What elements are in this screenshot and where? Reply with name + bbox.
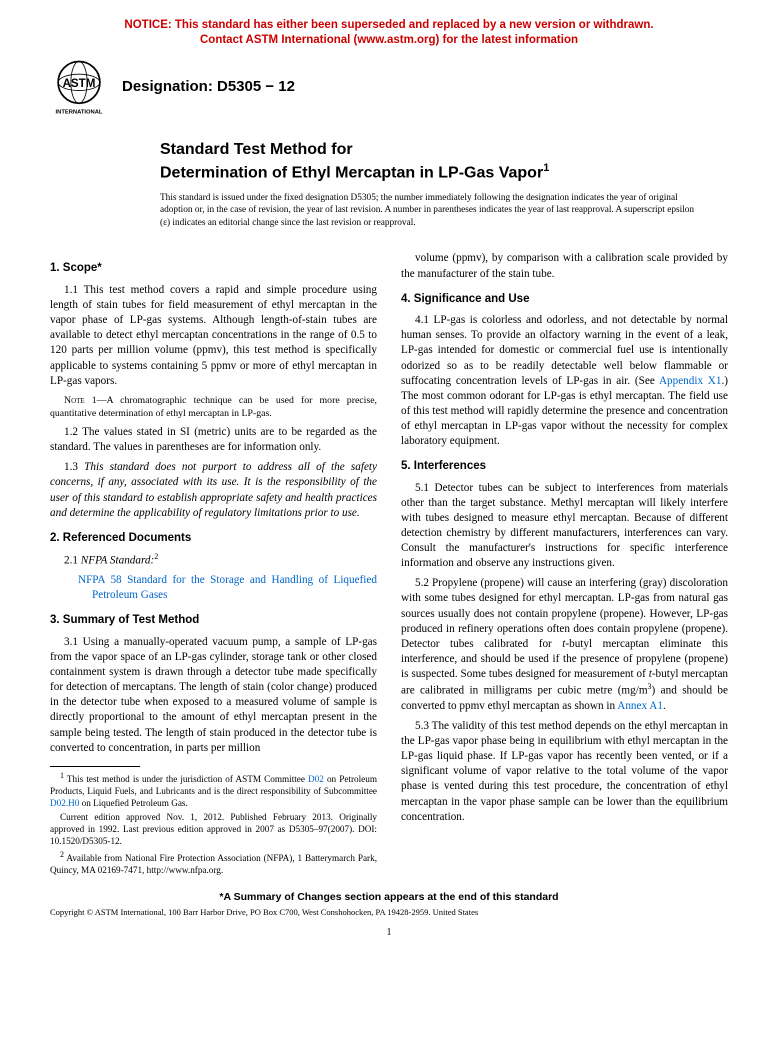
link-annex-a1[interactable]: Annex A1: [617, 700, 663, 712]
summary-changes-note: *A Summary of Changes section appears at…: [50, 891, 728, 903]
note-1: Note 1—A chromatographic technique can b…: [50, 394, 377, 420]
svg-text:INTERNATIONAL: INTERNATIONAL: [56, 110, 103, 116]
designation-label: Designation: D5305 − 12: [122, 78, 295, 95]
footnote-rule: [50, 766, 140, 767]
title-line-2: Determination of Ethyl Mercaptan in LP-G…: [160, 161, 728, 184]
heading-interferences: 5. Interferences: [401, 459, 728, 475]
para-1-3: 1.3 This standard does not purport to ad…: [50, 460, 377, 520]
copyright-line: Copyright © ASTM International, 100 Barr…: [50, 907, 728, 917]
para-5-1: 5.1 Detector tubes can be subject to int…: [401, 481, 728, 572]
nfpa-link[interactable]: NFPA 58 Standard for the Storage and Han…: [78, 573, 377, 603]
header-row: ASTM INTERNATIONAL Designation: D5305 − …: [50, 58, 728, 116]
footnote-1: 1 This test method is under the jurisdic…: [50, 771, 377, 810]
svg-text:ASTM: ASTM: [63, 77, 96, 90]
body-columns: 1. Scope* 1.1 This test method covers a …: [50, 251, 728, 878]
footnote-2: 2 Available from National Fire Protectio…: [50, 850, 377, 877]
para-5-3: 5.3 The validity of this test method dep…: [401, 719, 728, 825]
notice-line-2: Contact ASTM International (www.astm.org…: [200, 34, 578, 46]
para-4-1: 4.1 LP-gas is colorless and odorless, an…: [401, 313, 728, 449]
para-5-2: 5.2 Propylene (propene) will cause an in…: [401, 576, 728, 714]
title-line-1: Standard Test Method for: [160, 140, 728, 161]
heading-refs: 2. Referenced Documents: [50, 531, 377, 547]
page-number: 1: [50, 927, 728, 938]
para-1-2: 1.2 The values stated in SI (metric) uni…: [50, 425, 377, 455]
notice-line-1: NOTICE: This standard has either been su…: [124, 19, 653, 31]
para-2-1: 2.1 NFPA Standard:2: [50, 552, 377, 569]
title-block: Standard Test Method for Determination o…: [160, 140, 728, 184]
para-1-1: 1.1 This test method covers a rapid and …: [50, 283, 377, 389]
document-page: NOTICE: This standard has either been su…: [0, 0, 778, 958]
footnotes-block: 1 This test method is under the jurisdic…: [50, 766, 377, 877]
heading-significance: 4. Significance and Use: [401, 292, 728, 308]
link-appendix-x1[interactable]: Appendix X1: [659, 375, 722, 387]
heading-summary: 3. Summary of Test Method: [50, 613, 377, 629]
footnote-1b: Current edition approved Nov. 1, 2012. P…: [50, 812, 377, 848]
notice-banner: NOTICE: This standard has either been su…: [50, 18, 728, 48]
astm-logo: ASTM INTERNATIONAL: [50, 58, 108, 116]
issued-note: This standard is issued under the fixed …: [160, 192, 728, 230]
link-d02h0[interactable]: D02.H0: [50, 798, 79, 808]
heading-scope: 1. Scope*: [50, 261, 377, 277]
para-3-1b: volume (ppmv), by comparison with a cali…: [401, 251, 728, 281]
para-3-1a: 3.1 Using a manually-operated vacuum pum…: [50, 635, 377, 756]
link-d02[interactable]: D02: [308, 774, 324, 784]
